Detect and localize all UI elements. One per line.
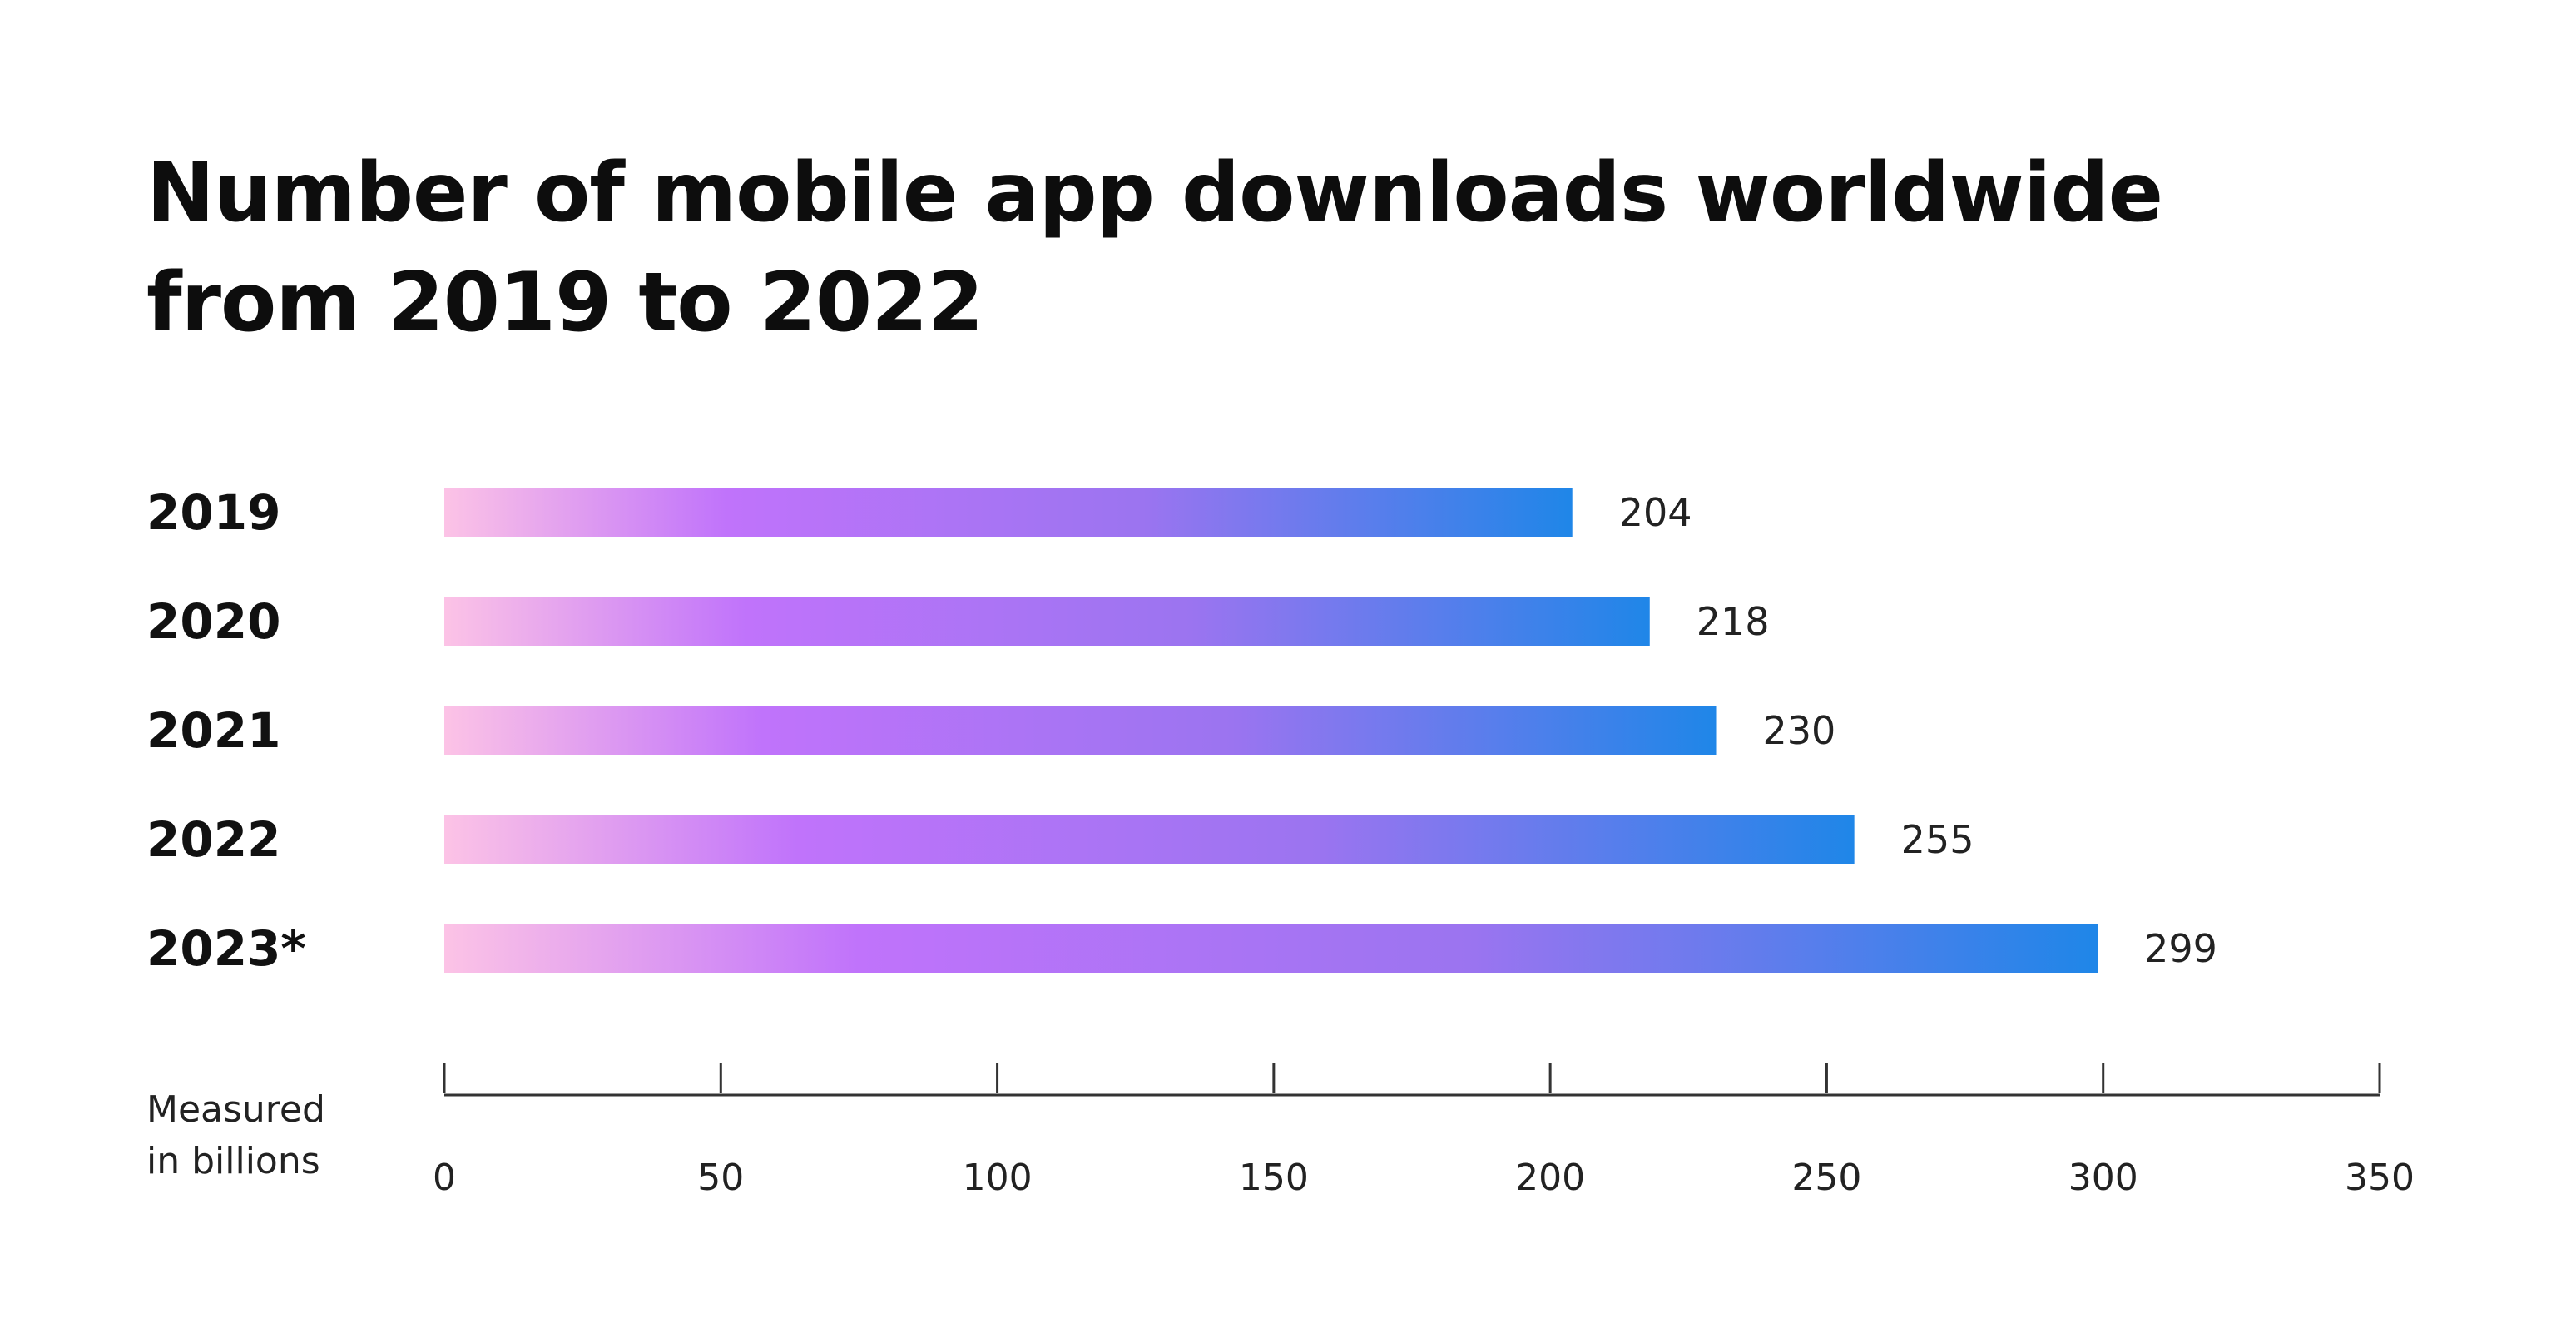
- category-label: 2022: [146, 811, 280, 868]
- axis-unit-label: in billions: [146, 1140, 320, 1182]
- chart-title-line-1: Number of mobile app downloads worldwide: [146, 146, 2163, 240]
- x-tick-label: 150: [1239, 1157, 1309, 1199]
- value-label: 204: [1619, 490, 1692, 535]
- category-label: 2023*: [146, 920, 306, 977]
- bar-2019: [444, 488, 1573, 537]
- bar-2022: [444, 815, 1855, 864]
- x-axis: 0 50 100 150 200 250 300 350 Measured in billions: [146, 1063, 2415, 1199]
- bar-2020: [444, 597, 1650, 646]
- value-label: 255: [1901, 817, 1974, 862]
- chart-title: Number of mobile app downloads worldwide…: [146, 138, 2163, 358]
- x-tick-label: 0: [433, 1157, 456, 1199]
- bar-2021: [444, 706, 1717, 755]
- x-tick-label: 250: [1791, 1157, 1861, 1199]
- x-tick-label: 350: [2345, 1157, 2415, 1199]
- chart-title-line-2: from 2019 to 2022: [146, 255, 983, 350]
- category-label: 2021: [146, 702, 280, 759]
- category-label: 2020: [146, 593, 280, 650]
- x-tick-label: 300: [2068, 1157, 2138, 1199]
- x-tick-label: 50: [697, 1157, 744, 1199]
- x-tick-label: 200: [1515, 1157, 1585, 1199]
- value-label: 299: [2144, 926, 2217, 971]
- value-label: 230: [1763, 708, 1836, 753]
- x-tick-label: 100: [963, 1157, 1033, 1199]
- value-label: 218: [1697, 599, 1770, 644]
- axis-unit-label: Measured: [146, 1088, 325, 1131]
- bar-2023: [444, 924, 2098, 973]
- category-label: 2019: [146, 484, 280, 541]
- bars-layer: 2019 204 2020 218 2021 230 2022 255 2023* 299: [146, 484, 2217, 977]
